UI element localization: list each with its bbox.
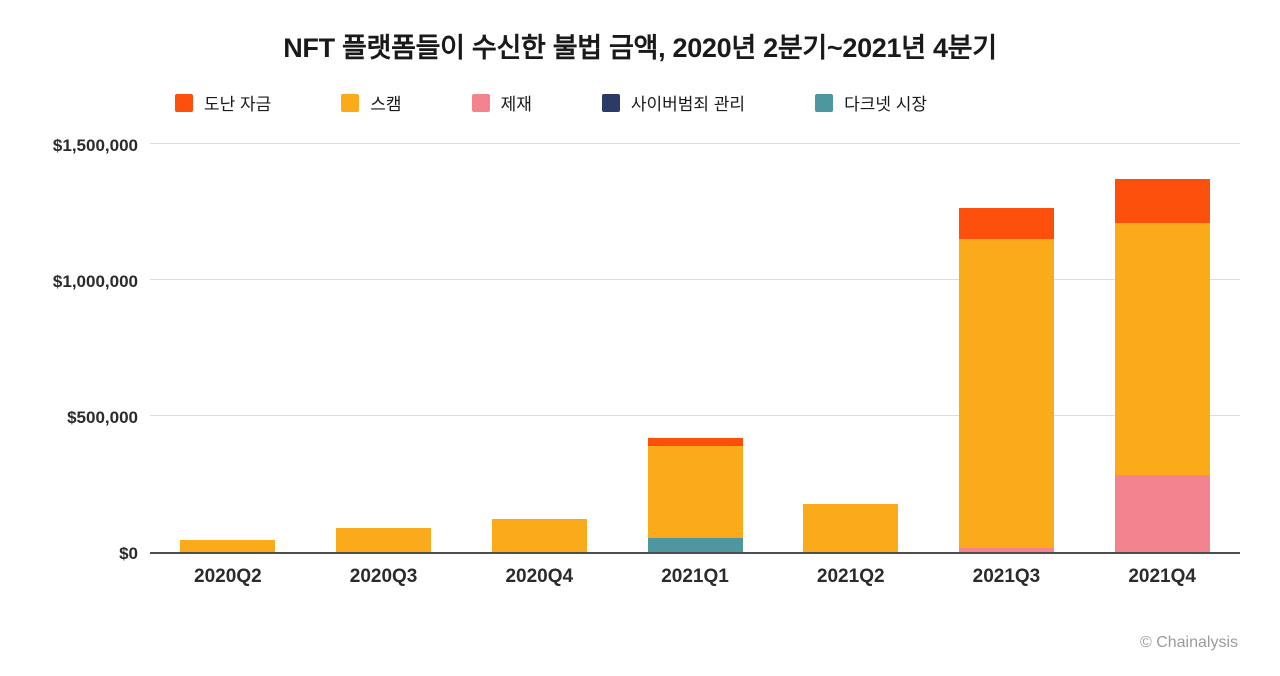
bar-stack-2020Q3 [336,527,432,552]
bar-2020Q4: 2020Q4 [461,146,617,587]
bar-2021Q3: 2021Q3 [929,146,1085,587]
bar-segment-sanctions-2021Q4 [1114,474,1210,552]
stolen-funds-swatch-icon [175,93,193,112]
bar-segment-scam-2020Q3 [336,527,432,552]
legend-item-scam: 스캠 [341,90,402,115]
y-tick-label: $500,000 [67,408,138,427]
bar-stack-2021Q3 [958,207,1054,552]
legend-label-cybercrime-admin: 사이버범죄 관리 [630,95,746,114]
legend-label-darknet-market: 다크넷 시장 [844,95,927,114]
chart-title: NFT 플랫폼들이 수신한 불법 금액, 2020년 2분기~2021년 4분기 [283,33,997,63]
legend-label-scam: 스캠 [370,95,402,114]
chainalysis-credit: © Chainalysis [1139,634,1238,651]
bar-segment-scam-2020Q2 [180,539,276,552]
bar-segment-stolen-funds-2021Q4 [1114,179,1210,223]
bar-segment-stolen-funds-2021Q3 [958,207,1054,240]
x-tick-label-2020Q4: 2020Q4 [505,566,574,587]
cybercrime-admin-swatch-icon [601,93,620,112]
bar-segment-stolen-funds-2021Q1 [647,437,743,446]
bar-stack-2020Q4 [491,519,587,552]
gridline [150,415,1240,416]
y-axis-labels: $0 $500,000 $1,000,000 $1,500,000 [0,136,138,563]
scam-swatch-icon [341,93,360,112]
x-tick-label-2021Q4: 2021Q4 [1128,566,1196,587]
gridline [150,279,1240,280]
x-tick-label-2021Q1: 2021Q1 [661,566,729,587]
bar-stack-2021Q2 [803,504,899,552]
bar-segment-sanctions-2021Q3 [958,547,1054,552]
y-tick-label: $0 [119,544,138,563]
x-tick-label-2021Q2: 2021Q2 [816,566,885,587]
bar-2021Q4: 2021Q4 [1084,146,1240,587]
y-tick-label: $1,000,000 [52,272,138,291]
bar-stack-2021Q4 [1114,179,1210,552]
bar-2021Q2: 2021Q2 [773,146,929,587]
bar-stack-2020Q2 [180,539,276,552]
gridline [150,143,1240,144]
legend: 도난 자금 스캠 제재 사이버범죄 관리 다크넷 시장 [175,90,927,115]
darknet-market-swatch-icon [815,93,834,112]
bar-segment-scam-2021Q1 [647,445,743,539]
legend-item-sanctions: 제재 [471,90,532,115]
bar-2021Q1: 2021Q1 [617,146,773,587]
x-tick-label-2020Q2: 2020Q2 [194,566,262,587]
bar-segment-darknet-market-2021Q1 [647,538,743,552]
legend-item-darknet-market: 다크넷 시장 [815,90,927,115]
bar-2020Q2: 2020Q2 [150,146,306,587]
y-tick-label: $1,500,000 [52,136,138,155]
bar-segment-scam-2021Q4 [1114,222,1210,475]
x-tick-label-2021Q3: 2021Q3 [972,566,1041,587]
bar-segment-scam-2021Q3 [958,239,1054,548]
legend-item-stolen-funds: 도난 자금 [175,90,271,115]
sanctions-swatch-icon [471,93,490,112]
x-tick-label-2020Q3: 2020Q3 [349,566,418,587]
plot-area: 2020Q2 2020Q3 2020Q4 2021Q1 2021Q2 2021Q3 2021… [150,143,1240,587]
bar-segment-scam-2021Q2 [803,504,899,552]
legend-label-stolen-funds: 도난 자금 [204,95,272,114]
legend-label-sanctions: 제재 [500,95,532,114]
bar-2020Q3: 2020Q3 [306,146,462,587]
bar-stack-2021Q1 [647,437,743,552]
legend-item-cybercrime-admin: 사이버범죄 관리 [601,90,746,115]
bar-segment-scam-2020Q4 [491,519,587,552]
